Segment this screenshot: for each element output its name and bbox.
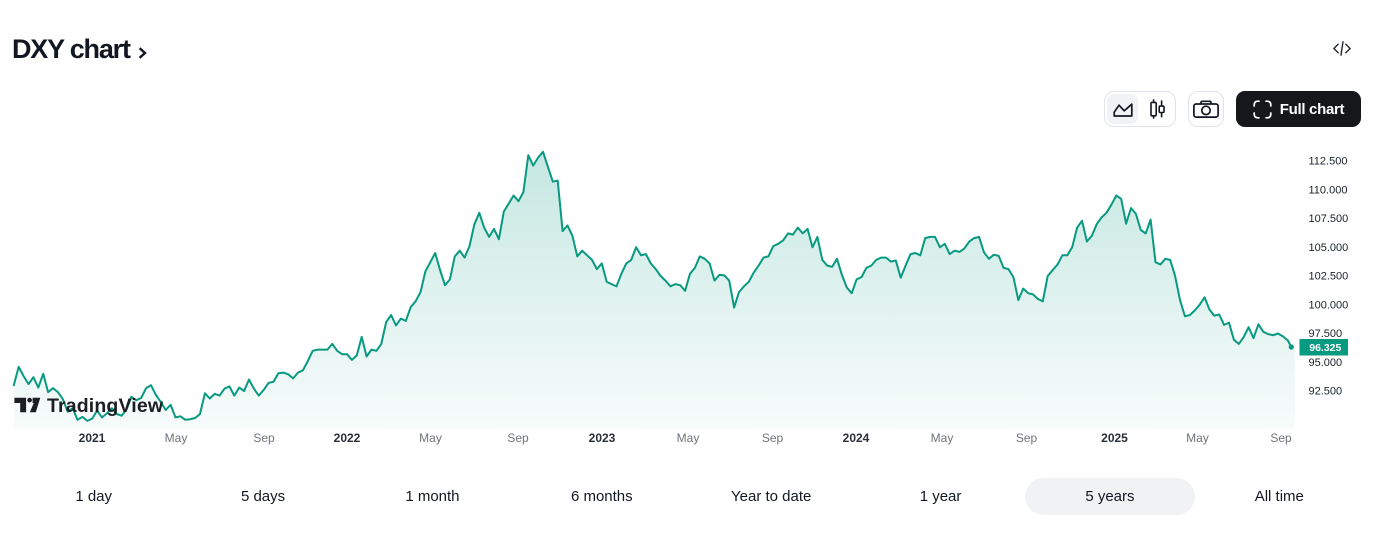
svg-text:May: May [931, 431, 954, 445]
svg-text:Sep: Sep [253, 431, 275, 445]
svg-text:Sep: Sep [1270, 431, 1292, 445]
svg-text:2025: 2025 [1101, 431, 1128, 445]
svg-text:May: May [677, 431, 700, 445]
svg-text:2022: 2022 [334, 431, 361, 445]
svg-text:100.000: 100.000 [1309, 299, 1349, 311]
svg-text:96.325: 96.325 [1309, 342, 1341, 354]
svg-text:May: May [165, 431, 188, 445]
svg-text:2023: 2023 [589, 431, 616, 445]
svg-text:2024: 2024 [843, 431, 870, 445]
svg-text:92.500: 92.500 [1309, 386, 1343, 398]
svg-text:Sep: Sep [1016, 431, 1038, 445]
svg-text:97.500: 97.500 [1309, 328, 1343, 340]
svg-text:May: May [1186, 431, 1209, 445]
svg-text:110.000: 110.000 [1309, 184, 1348, 196]
svg-text:2021: 2021 [79, 431, 106, 445]
svg-text:Sep: Sep [507, 431, 529, 445]
svg-text:105.000: 105.000 [1309, 242, 1349, 254]
svg-text:107.500: 107.500 [1309, 213, 1349, 225]
svg-text:Sep: Sep [762, 431, 784, 445]
svg-text:102.500: 102.500 [1309, 271, 1349, 283]
svg-text:95.000: 95.000 [1309, 357, 1343, 369]
svg-text:112.500: 112.500 [1309, 156, 1348, 168]
svg-text:TradingView: TradingView [47, 395, 164, 417]
svg-text:May: May [419, 431, 442, 445]
